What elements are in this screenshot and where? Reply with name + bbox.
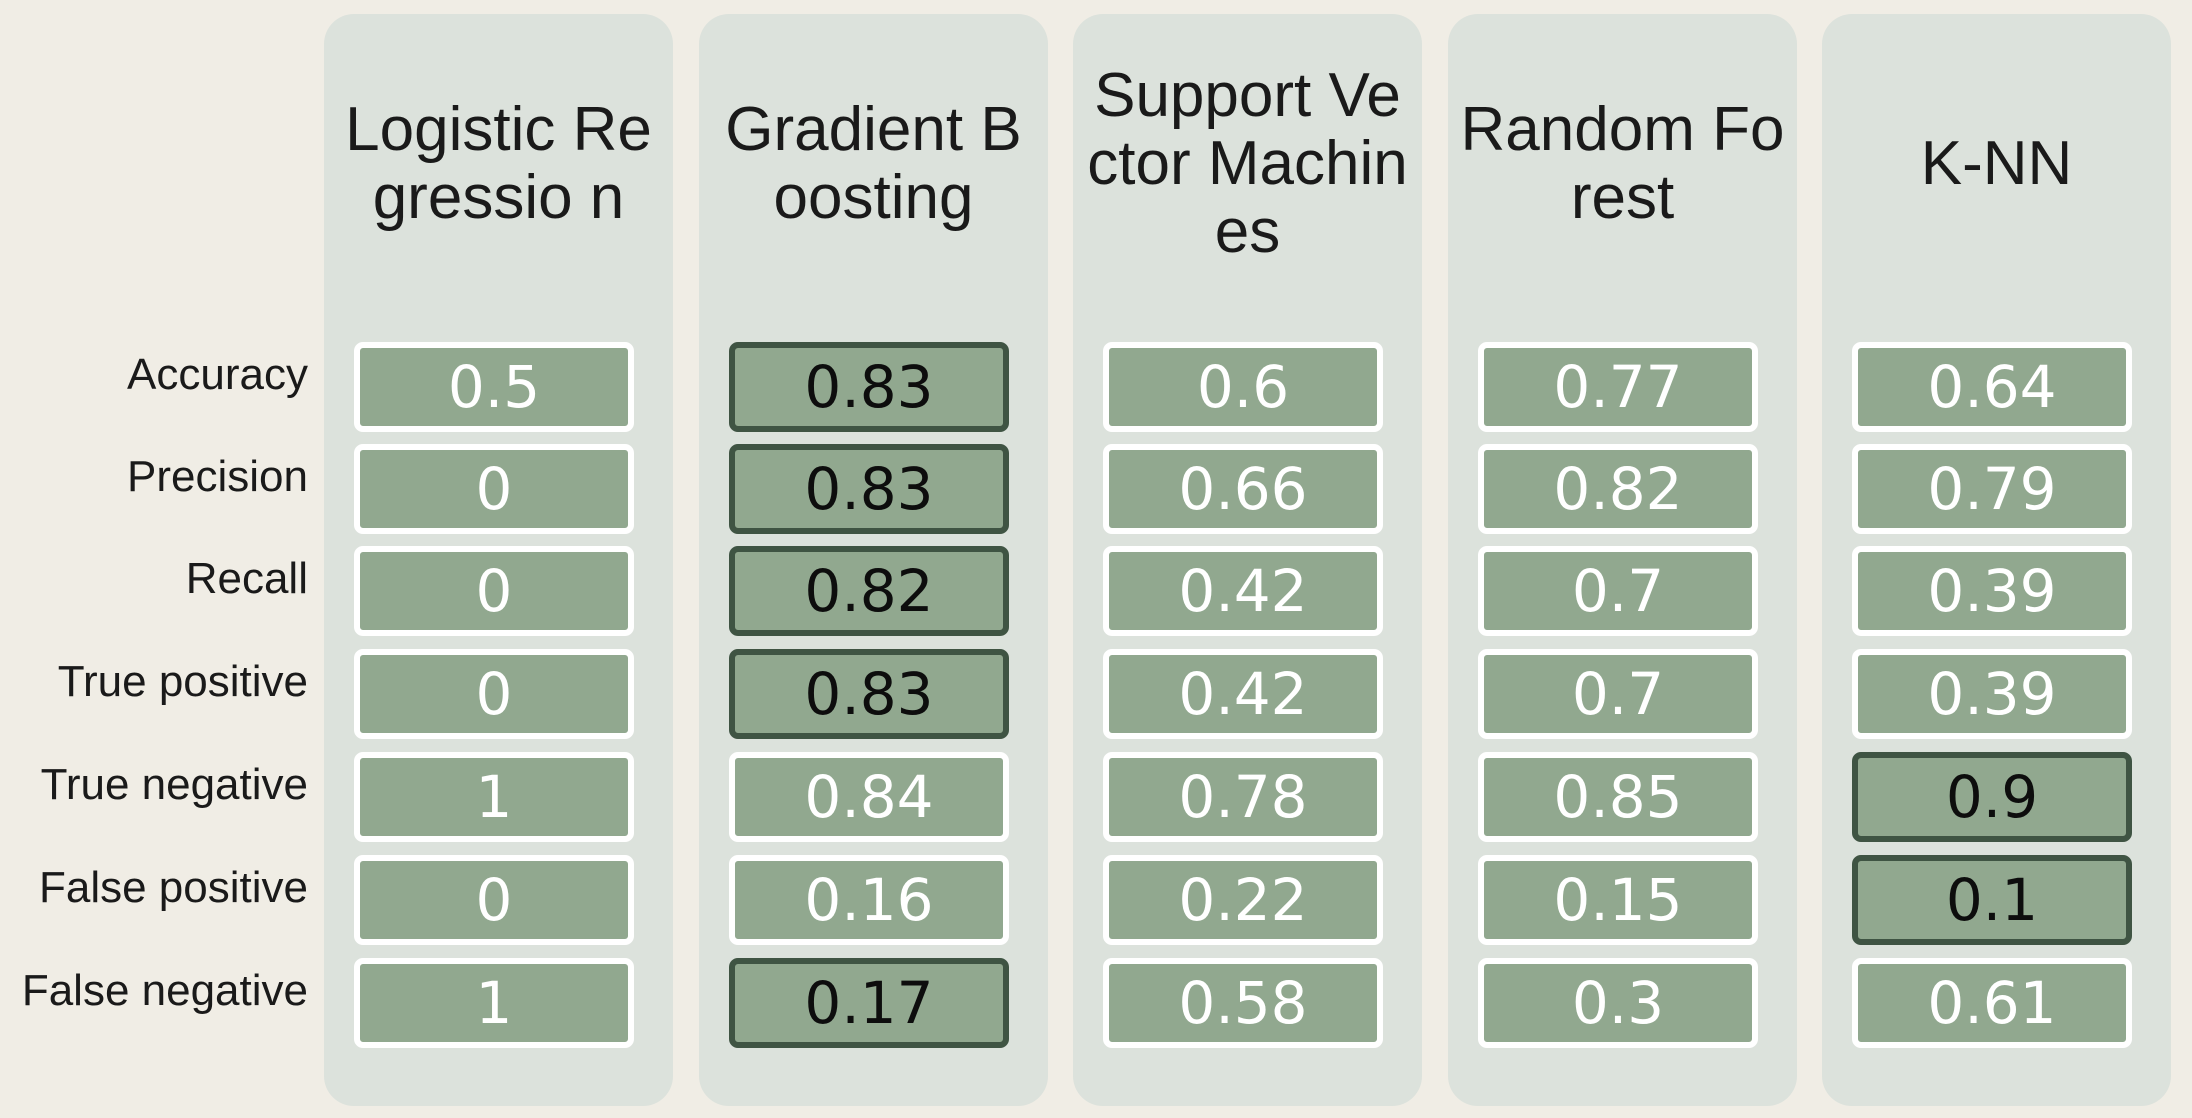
metric-value-cell: 1 [354,958,634,1048]
metric-value-cell: 0.79 [1852,444,2132,534]
metric-value-cell-highlighted: 0.82 [729,546,1009,636]
row-label: Precision [127,452,308,501]
metric-value-cell: 0.58 [1103,958,1383,1048]
row-label: False negative [21,966,308,1015]
model-title: Gradient Boosting [725,95,1022,232]
model-column: Support Vector Machines 0.6 0.66 0.42 0.42 0.… [1073,14,1422,1106]
metric-value-cell: 0.15 [1478,855,1758,945]
model-column: Logistic Regressio n 0.5 0 0 0 1 0 1 [324,14,673,1106]
metric-value-cell: 0.7 [1478,649,1758,739]
metric-value-cell-highlighted: 0.83 [729,649,1009,739]
metric-value-cell: 0.66 [1103,444,1383,534]
metric-value-cell-highlighted: 0.83 [729,444,1009,534]
metric-value-cell: 1 [354,752,634,842]
metric-value-cell: 0.39 [1852,649,2132,739]
row-label-column: Accuracy Precision Recall True positive True… [0,0,310,1118]
metric-value-cell: 0.6 [1103,342,1383,432]
metric-value-cell: 0.39 [1852,546,2132,636]
metric-value-cell: 0 [354,546,634,636]
metric-value-cell: 0 [354,649,634,739]
metric-value-cell: 0.3 [1478,958,1758,1048]
metric-value-cell: 0.84 [729,752,1009,842]
metric-value-cell: 0.42 [1103,649,1383,739]
model-title: Logistic Regressio n [345,95,652,232]
metric-value-cell: 0.22 [1103,855,1383,945]
metric-value-cell-highlighted: 0.9 [1852,752,2132,842]
row-label: False positive [38,863,308,912]
metric-value-cell: 0.7 [1478,546,1758,636]
row-label: True negative [40,760,308,809]
metric-value-cell: 0.77 [1478,342,1758,432]
metric-value-cell: 0.85 [1478,752,1758,842]
metric-value-cell: 0 [354,444,634,534]
row-label: Recall [185,554,308,603]
model-column: K-NN 0.64 0.79 0.39 0.39 0.9 0.1 0.61 [1822,14,2171,1106]
metric-value-cell-highlighted: 0.17 [729,958,1009,1048]
metric-value-cell: 0.5 [354,342,634,432]
model-column: Random Forest 0.77 0.82 0.7 0.7 0.85 0.15 0.3 [1448,14,1797,1106]
metric-value-cell: 0.82 [1478,444,1758,534]
metric-value-cell: 0.64 [1852,342,2132,432]
row-label: True positive [57,657,308,706]
metric-value-cell-highlighted: 0.1 [1852,855,2132,945]
metric-value-cell-highlighted: 0.83 [729,342,1009,432]
row-label: Accuracy [127,350,308,399]
model-title: K-NN [1920,129,2073,198]
metric-value-cell: 0.16 [729,855,1009,945]
model-title: Random Forest [1460,95,1785,232]
metric-value-cell: 0.42 [1103,546,1383,636]
metric-value-cell: 0 [354,855,634,945]
model-column: Gradient Boosting 0.83 0.83 0.82 0.83 0.84 0.1… [699,14,1048,1106]
model-title: Support Vector Machines [1087,61,1408,266]
metric-value-cell: 0.61 [1852,958,2132,1048]
metric-value-cell: 0.78 [1103,752,1383,842]
